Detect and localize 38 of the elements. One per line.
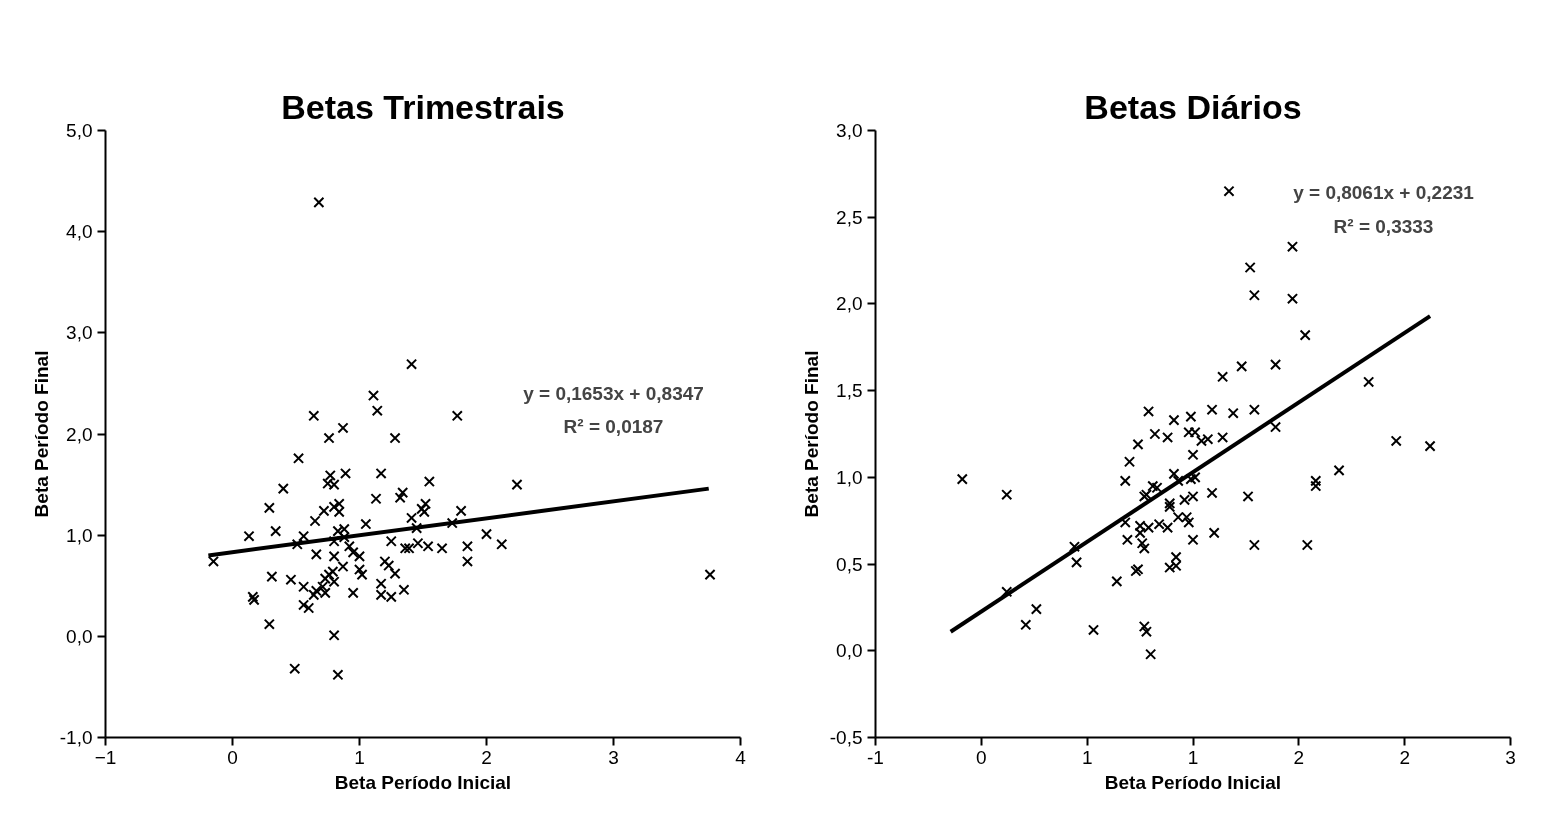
y-tick-label: 1,0 <box>66 524 93 546</box>
annotation: y = 0,8061x + 0,2231 <box>1293 182 1475 204</box>
y-tick-label: 0,5 <box>836 553 863 575</box>
y-tick-label: 3,0 <box>66 322 93 344</box>
x-tick-label: 4 <box>735 746 747 768</box>
y-tick-label: 2,0 <box>836 293 863 315</box>
y-tick-label: 2,0 <box>66 423 93 445</box>
x-tick-label: 0 <box>976 746 987 768</box>
y-axis-title: Beta Período Final <box>800 350 822 518</box>
x-tick-label: 2 <box>481 746 492 768</box>
annotation: R² = 0,3333 <box>1333 215 1434 237</box>
annotation: y = 0,1653x + 0,8347 <box>523 382 704 404</box>
y-tick-label: 1,0 <box>836 466 863 488</box>
y-tick-label: 5,0 <box>66 120 93 141</box>
x-tick-label: −1 <box>94 746 117 768</box>
y-tick-label: 2,5 <box>836 206 863 228</box>
x-tick-label: 1 <box>1081 746 1093 768</box>
chart-title: Betas Trimestrais <box>281 87 565 126</box>
y-tick-label: -1,0 <box>59 727 93 748</box>
x-tick-label: 1 <box>1187 746 1199 768</box>
y-tick-label: 3,0 <box>836 120 863 141</box>
y-axis-title: Beta Período Final <box>30 350 52 518</box>
y-tick-label: 1,5 <box>836 380 863 402</box>
y-tick-label: 4,0 <box>66 221 93 243</box>
x-tick-label: -1 <box>867 746 884 768</box>
x-axis-title: Beta Período Inicial <box>1104 771 1282 793</box>
chart-title: Betas Diários <box>1084 87 1302 126</box>
x-tick-label: 3 <box>1505 746 1516 768</box>
y-tick-label: 0,0 <box>836 640 863 662</box>
annotation: R² = 0,0187 <box>563 416 664 438</box>
y-tick-label: 0,0 <box>66 625 93 647</box>
y-tick-label: -0,5 <box>829 727 863 748</box>
x-tick-label: 2 <box>1399 746 1410 768</box>
x-tick-label: 1 <box>354 746 365 768</box>
x-tick-label: 3 <box>608 746 619 768</box>
x-axis-title: Beta Período Inicial <box>334 771 512 793</box>
x-tick-label: 0 <box>227 746 238 768</box>
x-tick-label: 2 <box>1293 746 1305 768</box>
